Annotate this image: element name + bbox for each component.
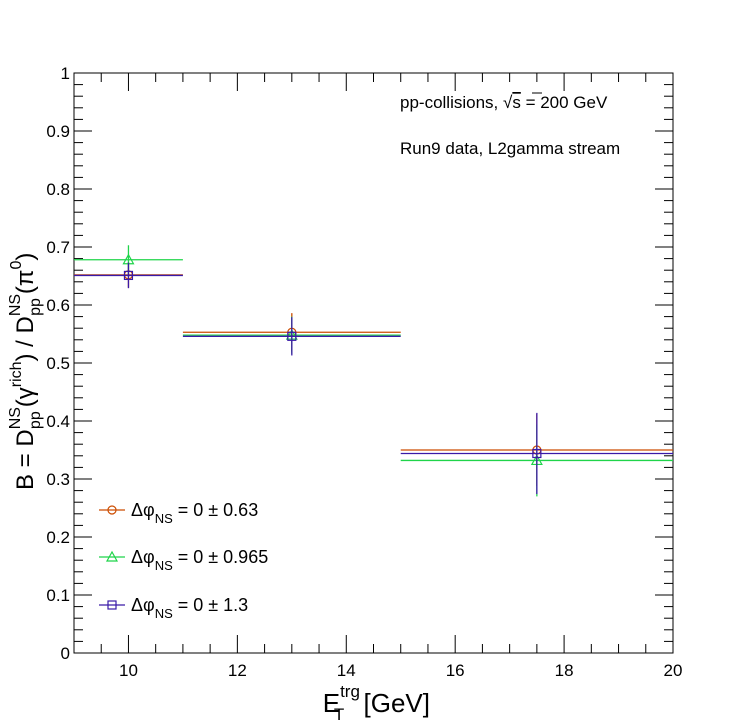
y-tick-label: 0.2 bbox=[46, 528, 70, 547]
x-tick-labels: 10 12 14 16 18 20 bbox=[119, 661, 682, 680]
series-2 bbox=[74, 245, 673, 497]
x-tick-label: 10 bbox=[119, 661, 138, 680]
series-3 bbox=[74, 262, 673, 495]
y-tick-label: 0.8 bbox=[46, 180, 70, 199]
legend-label: ΔφNS = 0 ± 0.63 bbox=[131, 500, 258, 526]
y-tick-label: 0.3 bbox=[46, 470, 70, 489]
annotation-collisions: pp-collisions, √s = 200 GeV bbox=[400, 93, 608, 112]
legend-entry: ΔφNS = 0 ± 0.965 bbox=[99, 547, 268, 573]
marker-circle bbox=[107, 505, 117, 515]
x-tick-label: 12 bbox=[228, 661, 247, 680]
y-tick-label: 0.5 bbox=[46, 354, 70, 373]
y-tick-label: 0.7 bbox=[46, 238, 70, 257]
legend-label: ΔφNS = 0 ± 1.3 bbox=[131, 595, 248, 621]
marker-square bbox=[107, 600, 117, 610]
legend-label: ΔφNS = 0 ± 0.965 bbox=[131, 547, 268, 573]
x-axis-label: Etrg T [GeV] bbox=[323, 682, 430, 724]
legend-entry: ΔφNS = 0 ± 0.63 bbox=[99, 500, 258, 526]
marker-triangle bbox=[105, 550, 119, 562]
marker-square bbox=[532, 448, 542, 459]
legend-entry: ΔφNS = 0 ± 1.3 bbox=[99, 595, 248, 621]
data-point bbox=[400, 412, 673, 495]
y-tick-label: 0.1 bbox=[46, 586, 70, 605]
y-axis-label: B = DNS pp(γrich) / DNS pp(π0) bbox=[7, 253, 44, 490]
annotation-run: Run9 data, L2gamma stream bbox=[400, 139, 620, 158]
y-tick-label: 0 bbox=[61, 644, 70, 663]
series-1 bbox=[74, 262, 673, 486]
x-tick-label: 20 bbox=[664, 661, 683, 680]
y-tick-label: 0.9 bbox=[46, 122, 70, 141]
y-tick-labels: 0 0.1 0.2 0.3 0.4 0.5 0.6 0.7 0.8 0.9 1 bbox=[46, 64, 70, 663]
data-point bbox=[74, 262, 183, 289]
marker-square bbox=[287, 331, 297, 341]
legend: ΔφNS = 0 ± 0.63 ΔφNS = 0 ± 0.965 ΔφNS = 0 … bbox=[99, 500, 268, 621]
series-layer bbox=[74, 245, 673, 497]
y-tick-label: 1 bbox=[61, 64, 70, 83]
axis-ticks bbox=[73, 72, 674, 654]
x-tick-label: 18 bbox=[555, 661, 574, 680]
x-tick-label: 14 bbox=[337, 661, 356, 680]
y-tick-label: 0.4 bbox=[46, 412, 70, 431]
x-tick-label: 16 bbox=[446, 661, 465, 680]
y-tick-label: 0.6 bbox=[46, 296, 70, 315]
data-point bbox=[182, 317, 401, 356]
marker-square bbox=[123, 270, 134, 281]
